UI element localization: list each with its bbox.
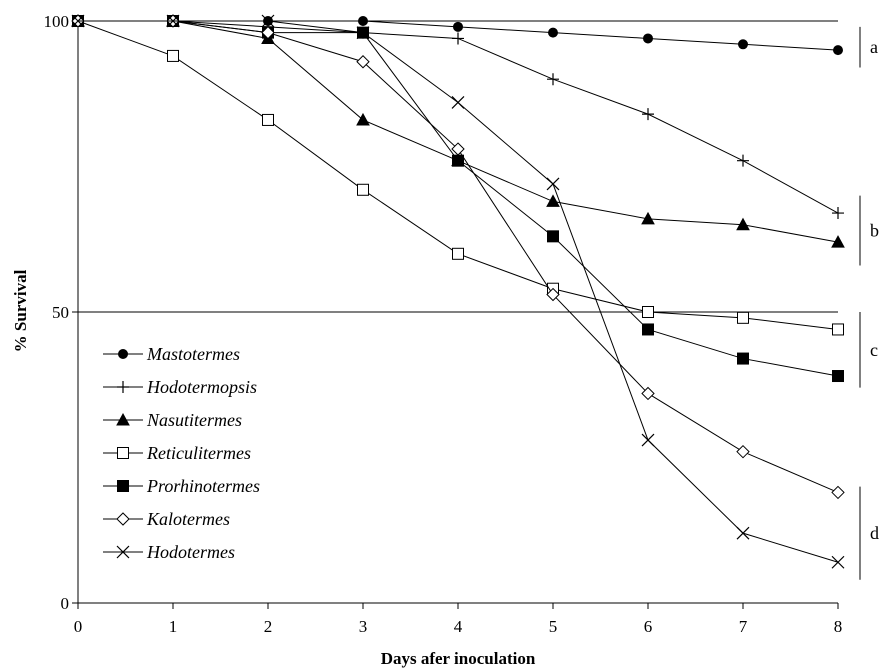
- data-point-prorhinotermes: [642, 323, 654, 336]
- y-tick-label: 50: [52, 303, 69, 322]
- series-nasutitermes: [71, 13, 845, 248]
- data-point-hodotermes: [641, 433, 655, 447]
- data-point-reticulitermes: [832, 323, 844, 336]
- legend-label-hodotermes: Hodotermes: [146, 542, 235, 562]
- data-point-nasutitermes: [356, 112, 370, 126]
- data-point-hodotermopsis: [642, 108, 654, 121]
- series-prorhinotermes: [72, 15, 844, 383]
- significance-groups: a b c d: [859, 26, 879, 580]
- legend-item-reticulitermes: Reticulitermes: [103, 443, 251, 463]
- data-point-mastotermes: [833, 45, 843, 56]
- legend-marker-kalotermes: [116, 512, 130, 526]
- legend-item-prorhinotermes: Prorhinotermes: [103, 476, 260, 496]
- data-point-nasutitermes: [641, 211, 655, 225]
- data-point-reticulitermes: [167, 49, 179, 62]
- data-point-prorhinotermes: [737, 352, 749, 365]
- data-point-hodotermopsis: [547, 73, 559, 86]
- legend-marker-nasutitermes: [116, 412, 130, 426]
- series-hodotermes: [71, 14, 845, 569]
- data-point-reticulitermes: [737, 311, 749, 324]
- legend-marker-prorhinotermes: [117, 480, 129, 492]
- legend-marker-mastotermes: [118, 349, 128, 359]
- y-tick-label: 0: [61, 594, 70, 613]
- legend-label-kalotermes: Kalotermes: [146, 509, 230, 529]
- data-point-kalotermes: [356, 55, 370, 69]
- legend-label-reticulitermes: Reticulitermes: [146, 443, 251, 463]
- data-point-mastotermes: [358, 16, 368, 26]
- x-tick-label: 6: [644, 617, 653, 636]
- data-point-hodotermopsis: [737, 154, 749, 167]
- data-point-hodotermes: [451, 96, 465, 109]
- data-point-hodotermes: [261, 14, 275, 28]
- data-point-mastotermes: [453, 21, 463, 32]
- series-layer: [71, 13, 845, 569]
- data-point-kalotermes: [261, 25, 275, 40]
- data-point-hodotermopsis: [832, 207, 844, 220]
- data-point-reticulitermes: [357, 183, 369, 196]
- data-point-mastotermes: [548, 27, 558, 38]
- group-label-a: a: [870, 37, 878, 57]
- legend-item-kalotermes: Kalotermes: [103, 509, 230, 529]
- legend-item-mastotermes: Mastotermes: [103, 344, 240, 364]
- data-point-reticulitermes: [262, 113, 274, 126]
- series-line-prorhinotermes: [78, 20, 839, 377]
- group-label-d: d: [870, 523, 879, 543]
- data-point-nasutitermes: [546, 194, 560, 207]
- group-label-b: b: [870, 221, 879, 241]
- data-point-nasutitermes: [831, 235, 845, 248]
- series-line-nasutitermes: [78, 20, 839, 243]
- series-hodotermopsis: [72, 15, 844, 220]
- data-point-prorhinotermes: [832, 370, 844, 383]
- y-axis-title: % Survival: [11, 269, 30, 352]
- data-point-reticulitermes: [452, 247, 464, 260]
- x-tick-label: 0: [74, 617, 83, 636]
- x-tick-label: 8: [834, 617, 843, 636]
- data-point-hodotermes: [166, 14, 180, 28]
- legend-item-hodotermes: Hodotermes: [103, 542, 235, 562]
- legend-marker-hodotermopsis: [117, 381, 129, 393]
- data-point-hodotermopsis: [452, 32, 464, 45]
- x-tick-label: 3: [359, 617, 368, 636]
- series-reticulitermes: [72, 15, 844, 336]
- data-point-prorhinotermes: [452, 154, 464, 167]
- legend-label-nasutitermes: Nasutitermes: [146, 410, 242, 430]
- x-tick-label: 5: [549, 617, 558, 636]
- series-line-reticulitermes: [77, 20, 839, 330]
- group-label-c: c: [870, 340, 878, 360]
- legend: Mastotermes Hodotermopsis Nasutitermes Reti…: [103, 344, 260, 562]
- data-point-kalotermes: [736, 444, 750, 459]
- legend-item-nasutitermes: Nasutitermes: [103, 410, 242, 430]
- data-point-nasutitermes: [736, 217, 750, 231]
- data-point-hodotermes: [546, 177, 560, 191]
- legend-label-hodotermopsis: Hodotermopsis: [146, 377, 257, 397]
- x-tick-label: 7: [739, 617, 748, 636]
- data-point-mastotermes: [643, 33, 653, 44]
- data-point-mastotermes: [738, 39, 748, 50]
- data-point-kalotermes: [451, 142, 465, 156]
- legend-marker-reticulitermes: [117, 447, 129, 459]
- x-tick-label: 1: [169, 617, 178, 636]
- axes: 0 50 100 0 1 2 3 4 5 6 7 8: [44, 12, 843, 636]
- x-axis-title: Days afer inoculation: [381, 649, 536, 668]
- data-point-hodotermes: [736, 526, 750, 540]
- legend-label-mastotermes: Mastotermes: [146, 344, 240, 364]
- data-point-reticulitermes: [642, 306, 654, 318]
- data-point-prorhinotermes: [547, 230, 559, 243]
- data-point-kalotermes: [641, 386, 655, 401]
- data-point-hodotermes: [356, 26, 370, 40]
- legend-label-prorhinotermes: Prorhinotermes: [146, 476, 260, 496]
- data-point-hodotermes: [831, 555, 845, 569]
- x-tick-label: 2: [264, 617, 273, 636]
- x-tick-label: 4: [454, 617, 463, 636]
- data-point-kalotermes: [831, 485, 845, 500]
- series-line-hodotermopsis: [78, 20, 839, 214]
- legend-item-hodotermopsis: Hodotermopsis: [103, 377, 257, 397]
- data-point-kalotermes: [546, 287, 560, 302]
- data-point-hodotermes: [71, 14, 85, 28]
- y-tick-label: 100: [44, 12, 70, 31]
- legend-marker-hodotermes: [116, 545, 130, 559]
